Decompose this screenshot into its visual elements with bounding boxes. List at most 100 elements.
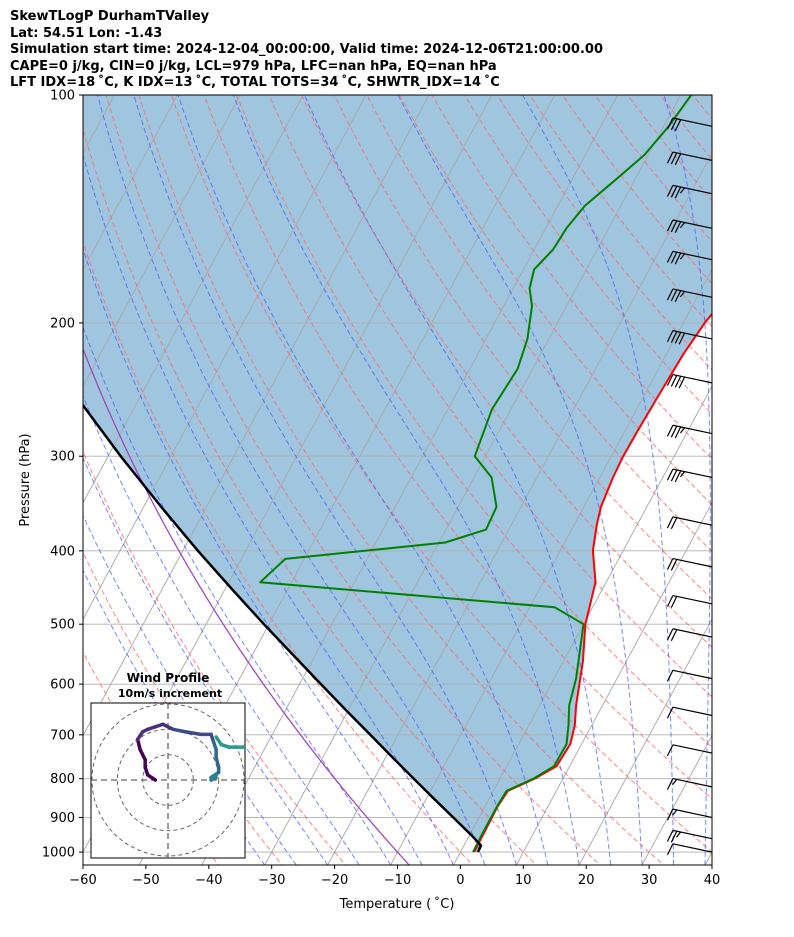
wind-barb <box>666 373 713 389</box>
isotherm <box>390 268 712 865</box>
y-tick-label: 200 <box>50 316 75 331</box>
moist-adiabat <box>83 514 297 865</box>
wind-barb <box>666 777 713 790</box>
wind-barb <box>666 151 713 166</box>
wind-barb <box>666 557 713 571</box>
x-tick-label: −50 <box>132 873 159 888</box>
y-tick-label: 800 <box>50 772 75 787</box>
y-tick-label: 500 <box>50 618 75 633</box>
hodograph-segment <box>161 722 175 732</box>
cape-line: CAPE=0 j/kg, CIN=0 j/kg, LCL=979 hPa, LF… <box>10 58 497 74</box>
hodograph-segment <box>138 747 147 762</box>
y-tick-label: 400 <box>50 544 75 559</box>
wind-barb <box>666 628 713 641</box>
wind-barb <box>666 516 713 530</box>
isotherm <box>578 618 712 865</box>
x-tick-label: 10 <box>515 873 532 888</box>
wind-barb <box>666 808 713 821</box>
moist-adiabat <box>663 95 711 865</box>
x-tick-label: −10 <box>384 873 411 888</box>
wind-barb <box>666 744 713 757</box>
wind-barb <box>666 219 713 234</box>
temperature-profile <box>473 312 712 853</box>
x-tick-label: 0 <box>456 873 464 888</box>
y-axis-label: Pressure (hPa) <box>18 433 33 526</box>
wind-barb <box>666 184 713 199</box>
wind-barb <box>666 288 713 303</box>
moist-adiabat <box>83 153 454 865</box>
isotherm <box>327 152 712 865</box>
wind-barb <box>666 424 713 439</box>
chart-header: SkewTLogP DurhamTValley Lat: 54.51 Lon: … <box>10 9 603 92</box>
isotherm <box>201 95 619 865</box>
grid-layer <box>0 60 712 883</box>
wind-barb <box>666 843 713 856</box>
y-tick-label: 900 <box>50 811 75 826</box>
dry-adiabat <box>83 127 538 865</box>
wind-barb <box>666 594 713 608</box>
hodograph-segment <box>171 727 188 734</box>
profiles-layer <box>83 95 712 853</box>
isotherm <box>83 95 178 271</box>
hodograph-segment <box>183 730 203 737</box>
moist-adiabat <box>97 95 486 865</box>
indices-line: LFT IDX=18 ˚C, K IDX=13 ˚C, TOTAL TOTS=3… <box>10 75 500 91</box>
dewpoint-profile <box>259 95 693 853</box>
isotherm <box>0 60 70 883</box>
wind-barb <box>666 468 713 483</box>
isotherm <box>641 734 712 865</box>
wind-barb <box>666 669 713 682</box>
x-tick-label: −40 <box>195 873 222 888</box>
dry-adiabat <box>105 95 601 865</box>
dry-adiabat <box>138 95 665 865</box>
cape-shading-layer <box>83 95 712 853</box>
chart-title: SkewTLogP DurhamTValley <box>10 9 210 24</box>
y-tick-label: 100 <box>50 89 75 104</box>
cin-shaded-area <box>83 95 712 853</box>
moist-adiabat <box>177 95 549 865</box>
dry-adiabat <box>203 95 712 800</box>
moist-adiabat <box>133 95 517 865</box>
moist-adiabat <box>83 247 423 865</box>
isotherm <box>83 95 430 737</box>
wind-barb <box>666 706 713 719</box>
y-tick-label: 1000 <box>42 846 75 861</box>
dry-adiabat <box>268 95 712 698</box>
hodograph-subtitle: 10m/s increment <box>118 687 222 700</box>
reference-curve <box>83 347 410 865</box>
wind-barb <box>666 117 713 132</box>
dry-adiabat <box>170 95 712 853</box>
x-tick-label: −20 <box>321 873 348 888</box>
axes-layer: −60 −50 −40 −30 −20 −10 0 10 20 30 40 1000 900 800 700… <box>42 89 720 889</box>
moist-adiabat <box>83 394 360 865</box>
moist-adiabat <box>303 95 612 865</box>
dry-adiabat <box>235 95 712 748</box>
x-tick-label: −30 <box>258 873 285 888</box>
isotherm <box>83 95 367 621</box>
moist-adiabat <box>397 95 643 865</box>
moist-adiabat <box>232 95 580 865</box>
isotherm <box>515 501 712 865</box>
dry-adiabat <box>83 450 347 865</box>
x-axis-label: Temperature ( ˚C) <box>339 896 455 912</box>
y-tick-label: 300 <box>50 450 75 465</box>
moist-adiabat <box>83 456 329 865</box>
location-line: Lat: 54.51 Lon: -1.43 <box>10 25 163 41</box>
wind-barb <box>666 829 713 843</box>
wind-barb <box>666 250 713 265</box>
y-tick-label: 700 <box>50 728 75 743</box>
isotherm <box>83 95 304 504</box>
isotherm <box>83 95 241 388</box>
hodograph-title: Wind Profile <box>127 671 210 685</box>
wind-barbs-layer <box>666 117 713 856</box>
x-tick-label: 40 <box>704 873 721 888</box>
x-tick-label: 20 <box>578 873 595 888</box>
wind-barb <box>666 330 713 345</box>
x-tick-label: −60 <box>69 873 96 888</box>
hodograph-segment <box>209 775 218 782</box>
parcel-profile <box>83 403 483 853</box>
time-line: Simulation start time: 2024-12-04_00:00:… <box>10 42 603 58</box>
isotherm <box>264 95 682 865</box>
isotherm <box>0 60 7 883</box>
